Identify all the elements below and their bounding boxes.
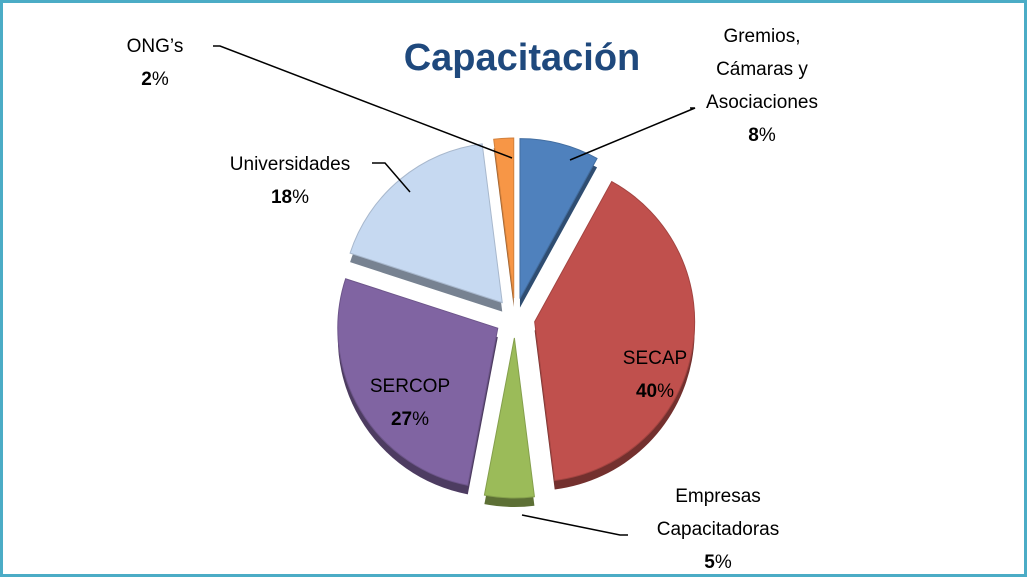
value-label: 40% bbox=[636, 381, 674, 402]
value-label: 8% bbox=[748, 125, 776, 146]
value-unit: % bbox=[152, 69, 169, 90]
value-label: 2% bbox=[141, 69, 169, 90]
slice-label: Capacitadoras bbox=[657, 519, 780, 540]
slice-label: SECAP bbox=[623, 348, 687, 369]
value-number: 27 bbox=[391, 409, 412, 430]
value-unit: % bbox=[657, 381, 674, 402]
slice-label: Universidades bbox=[230, 154, 350, 175]
value-label: 18% bbox=[271, 187, 309, 208]
slice bbox=[493, 137, 515, 299]
value-number: 8 bbox=[748, 125, 759, 146]
value-number: 5 bbox=[704, 552, 715, 573]
value-unit: % bbox=[292, 187, 309, 208]
value-number: 2 bbox=[141, 69, 152, 90]
slice-label: Empresas bbox=[675, 486, 761, 507]
leader-line bbox=[569, 107, 696, 161]
slice bbox=[483, 337, 535, 499]
value-unit: % bbox=[412, 409, 429, 430]
leader-line bbox=[213, 45, 513, 159]
slice-label: Cámaras y bbox=[716, 59, 808, 80]
slice-label: SERCOP bbox=[370, 376, 450, 397]
value-number: 40 bbox=[636, 381, 657, 402]
value-number: 18 bbox=[271, 187, 292, 208]
value-unit: % bbox=[759, 125, 776, 146]
leader-line bbox=[372, 162, 411, 193]
value-unit: % bbox=[715, 552, 732, 573]
slice bbox=[337, 278, 499, 486]
slice bbox=[349, 143, 503, 304]
leader-line bbox=[521, 514, 628, 536]
value-label: 5% bbox=[704, 552, 732, 573]
slice-label: Gremios, bbox=[723, 26, 800, 47]
slice bbox=[519, 138, 598, 299]
slice-label: ONG’s bbox=[127, 36, 184, 57]
slice-label: Asociaciones bbox=[706, 92, 818, 113]
slice bbox=[534, 180, 696, 482]
value-label: 27% bbox=[391, 409, 429, 430]
chart-title: Capacitación bbox=[404, 37, 641, 79]
